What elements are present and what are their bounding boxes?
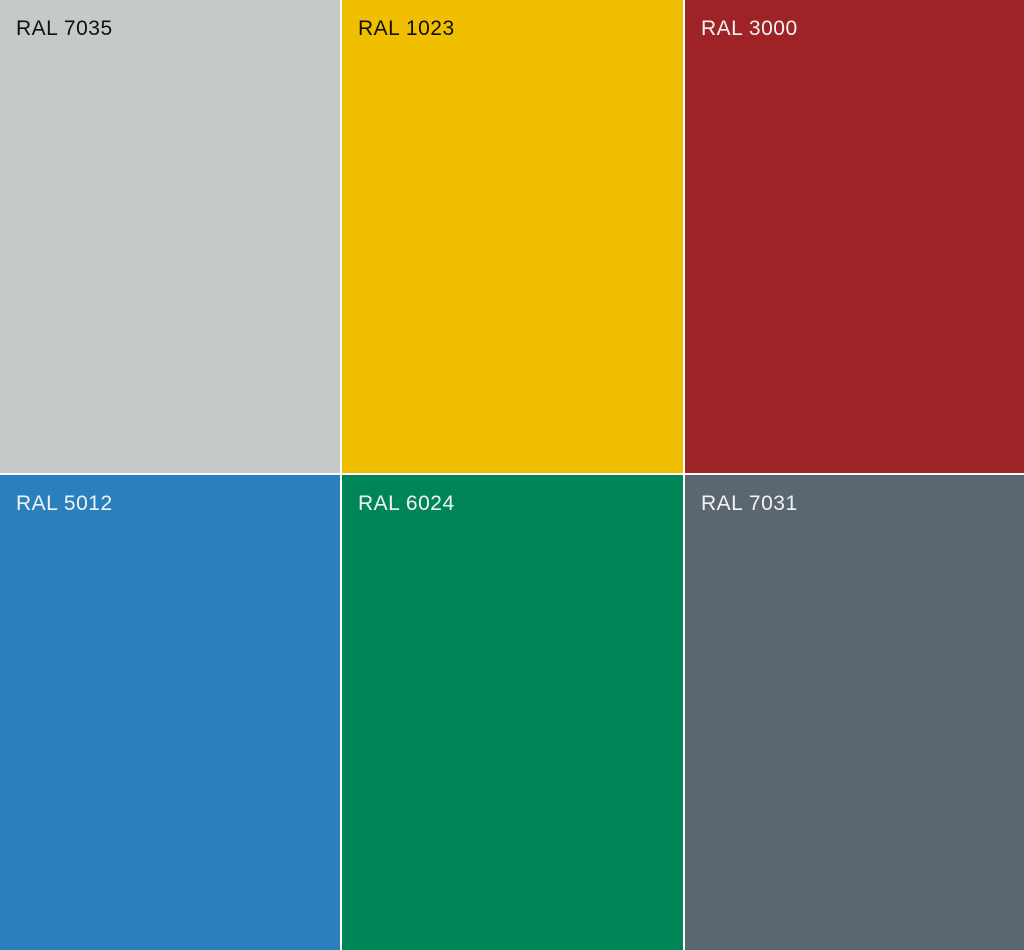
swatch: RAL 3000: [685, 0, 1024, 473]
swatch: RAL 1023: [342, 0, 683, 473]
swatch-label: RAL 3000: [701, 17, 798, 40]
swatch: RAL 7035: [0, 0, 340, 473]
swatch: RAL 6024: [342, 475, 683, 950]
swatch-label: RAL 6024: [358, 492, 455, 515]
swatch: RAL 5012: [0, 475, 340, 950]
swatch-label: RAL 1023: [358, 17, 455, 40]
swatch-label: RAL 5012: [16, 492, 113, 515]
swatch: RAL 7031: [685, 475, 1024, 950]
swatch-label: RAL 7035: [16, 17, 113, 40]
swatch-label: RAL 7031: [701, 492, 798, 515]
